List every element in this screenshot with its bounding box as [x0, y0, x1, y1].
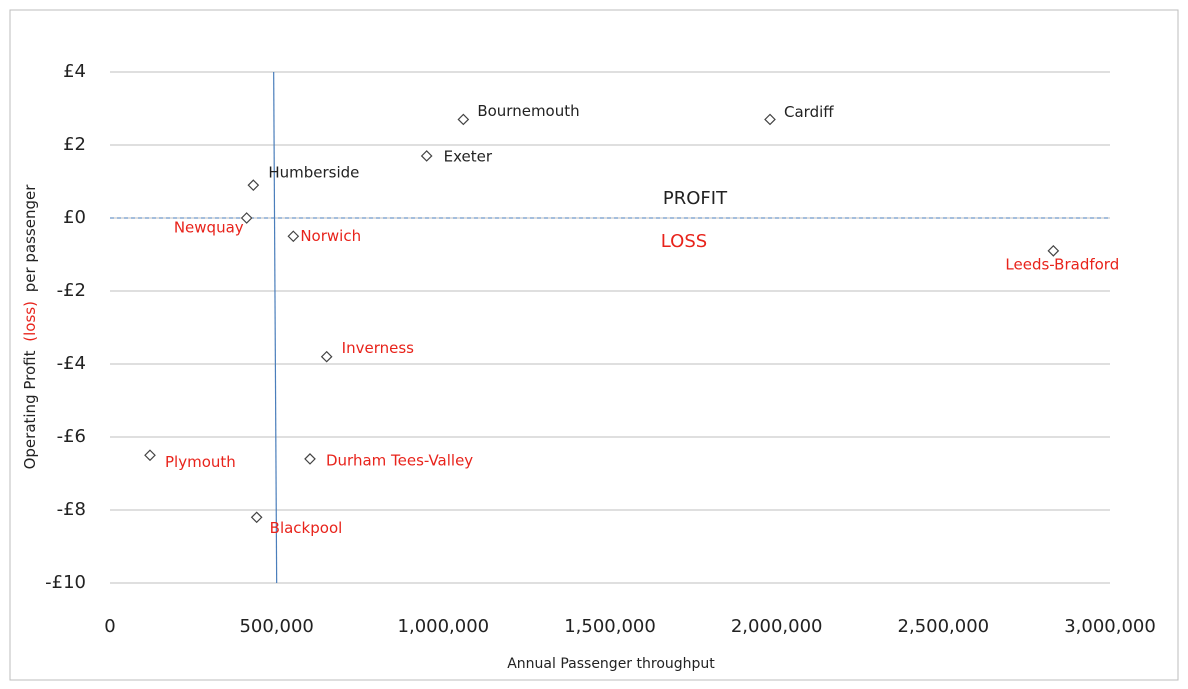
y-axis-title-part: (loss): [21, 301, 39, 342]
point: [420, 150, 433, 162]
point-label: Inverness: [342, 339, 414, 357]
point: [144, 449, 156, 462]
point: [320, 350, 333, 363]
point-label: Exeter: [444, 147, 493, 165]
y-tick-label: -£10: [45, 572, 86, 593]
y-tick-label: -£6: [57, 426, 86, 447]
x-tick-label: 1,000,000: [398, 616, 490, 637]
point-label: Bournemouth: [477, 102, 579, 120]
point-label: Humberside: [268, 164, 359, 182]
y-tick-label: £4: [63, 61, 86, 82]
point-label: Cardiff: [784, 103, 834, 121]
chart-frame: [9, 9, 1179, 681]
point: [764, 113, 776, 126]
point: [304, 453, 316, 465]
x-tick-label: 2,000,000: [731, 616, 823, 637]
point-label: Blackpool: [270, 519, 343, 537]
x-tick-label: 500,000: [239, 616, 313, 637]
point: [250, 511, 263, 524]
x-tick-label: 2,500,000: [898, 616, 990, 637]
y-axis-title-part: Operating Profit: [21, 350, 39, 469]
point: [247, 179, 260, 191]
y-axis-title: Operating Profit (loss) per passenger: [21, 184, 39, 470]
point-label: Leeds-Bradford: [1005, 255, 1119, 273]
annotation: LOSS: [661, 231, 707, 252]
threshold-line: [273, 71, 278, 584]
x-tick-label: 0: [104, 616, 115, 637]
point: [457, 113, 470, 126]
point: [240, 212, 253, 224]
annotation: PROFIT: [663, 188, 728, 209]
x-tick-label: 3,000,000: [1064, 616, 1156, 637]
y-tick-label: -£8: [57, 499, 86, 520]
point-label: Durham Tees-Valley: [326, 451, 473, 469]
point: [1047, 245, 1060, 257]
y-tick-label: £0: [63, 207, 86, 228]
y-tick-label: £2: [63, 134, 86, 155]
x-tick-label: 1,500,000: [564, 616, 656, 637]
point-label: Plymouth: [165, 453, 236, 471]
x-axis-title: Annual Passenger throughput: [507, 656, 715, 672]
point: [287, 230, 300, 243]
y-axis-title-part: per passenger: [21, 184, 39, 293]
y-tick-label: -£2: [57, 280, 86, 301]
point-label: Newquay: [174, 219, 244, 237]
y-tick-label: -£4: [57, 353, 86, 374]
point-label: Norwich: [300, 227, 361, 245]
